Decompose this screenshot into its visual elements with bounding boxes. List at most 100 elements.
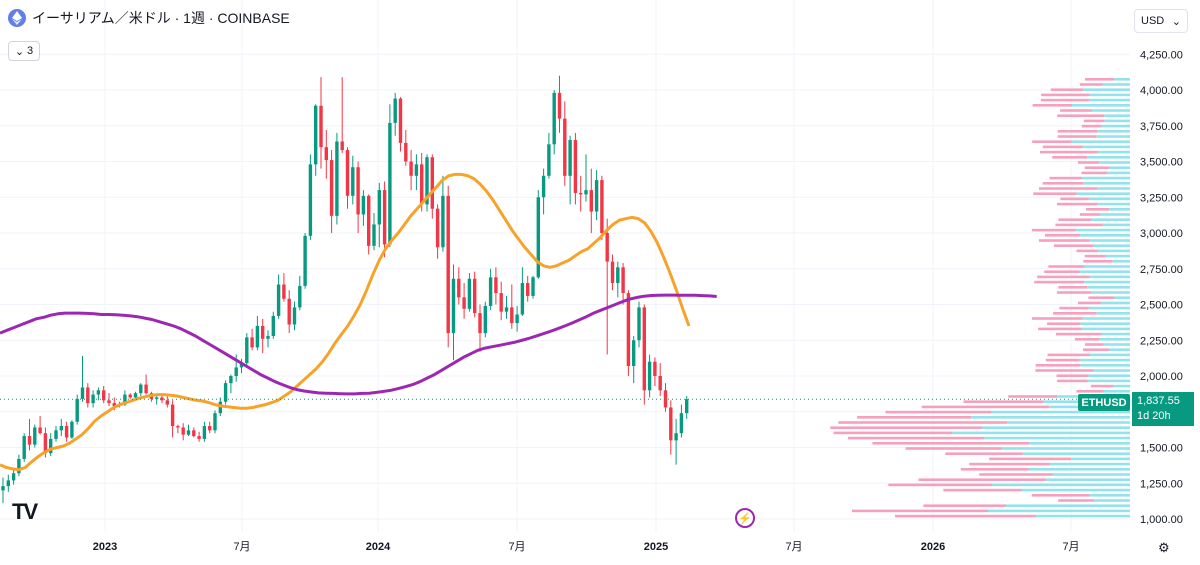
volume-profile-buy-bar xyxy=(1104,119,1130,123)
volume-profile-sell-bar xyxy=(1035,364,1081,367)
currency-selector[interactable]: USD ⌄ xyxy=(1134,9,1188,33)
candle-body xyxy=(329,160,334,216)
x-axis[interactable]: 2023 7月 2024 7月 2025 7月 2026 7月 xyxy=(93,541,1080,553)
y-axis[interactable]: 4,250.00 4,000.00 3,750.00 3,500.00 3,250.00… xyxy=(1140,49,1183,526)
volume-profile-sell-bar xyxy=(894,514,1036,518)
volume-profile-sell-bar xyxy=(1057,114,1105,117)
candle-body xyxy=(319,105,323,148)
last-price-value: 1,837.55 xyxy=(1137,395,1180,407)
volume-profile-sell-bar xyxy=(1044,270,1080,273)
volume-profile-buy-bar xyxy=(971,416,1130,419)
candle-body xyxy=(531,277,535,296)
candle-body xyxy=(303,235,307,286)
volume-profile-buy-bar xyxy=(1084,280,1130,284)
y-tick-label: 1,500.00 xyxy=(1140,443,1183,455)
chevron-down-icon: ⌄ xyxy=(1171,15,1181,28)
candle-body xyxy=(478,313,482,334)
volume-profile-buy-bar xyxy=(1021,488,1130,492)
volume-profile-buy-bar xyxy=(1007,421,1130,424)
settings-gear-icon[interactable]: ⚙ xyxy=(1158,540,1170,555)
candle-body xyxy=(102,390,106,401)
candle-body xyxy=(610,261,615,284)
volume-profile-sell-bar xyxy=(1045,358,1080,362)
candle-body xyxy=(160,397,164,401)
last-price-tag: 1,837.55 1d 20h xyxy=(1132,392,1194,426)
candle-body xyxy=(176,426,180,428)
candle-body xyxy=(563,118,567,176)
volume-profile-sell-bar xyxy=(1038,327,1082,331)
candle-body xyxy=(568,140,572,176)
volume-profile-buy-bar xyxy=(1089,239,1130,242)
volume-profile-sell-bar xyxy=(1081,171,1108,175)
x-tick-label: 2026 xyxy=(921,541,945,553)
volume-profile-sell-bar xyxy=(1059,306,1089,310)
volume-profile-sell-bar xyxy=(963,400,1044,403)
y-tick-label: 3,500.00 xyxy=(1140,157,1183,169)
chart-title: イーサリアム／米ドル · 1週 · COINBASE xyxy=(32,10,290,26)
volume-profile-sell-bar xyxy=(1042,182,1084,185)
candle-body xyxy=(165,400,169,405)
candle-body xyxy=(626,293,631,366)
candle-body xyxy=(536,197,540,278)
volume-profile-buy-bar xyxy=(1109,166,1130,169)
candle-body xyxy=(499,293,503,312)
candle-body xyxy=(192,430,196,437)
volume-profile-buy-bar xyxy=(1079,234,1130,237)
candle-body xyxy=(526,283,530,296)
candle-body xyxy=(170,404,175,427)
candle-body xyxy=(579,192,583,195)
candle-body xyxy=(17,458,21,474)
volume-profile-buy-bar xyxy=(987,509,1130,513)
volume-profile-buy-bar xyxy=(1071,457,1130,461)
volume-profile-buy-bar xyxy=(1082,145,1130,149)
candle-body xyxy=(616,267,620,284)
tradingview-logo[interactable]: TV xyxy=(12,499,38,524)
candle-body xyxy=(446,195,450,334)
candle-body xyxy=(520,283,525,315)
moving-average-line xyxy=(0,293,717,396)
volume-profile-sell-bar xyxy=(1033,192,1077,195)
candle-body xyxy=(139,384,143,394)
lightning-icon[interactable]: ⚡ xyxy=(735,508,755,528)
volume-profile-buy-bar xyxy=(1107,171,1130,175)
volume-profile-sell-bar xyxy=(1034,280,1085,284)
volume-profile-sell-bar xyxy=(1057,130,1098,133)
candle-body xyxy=(96,390,101,395)
volume-profile-sell-bar xyxy=(1031,228,1076,232)
volume-profile-buy-bar xyxy=(952,431,1130,435)
candle-body xyxy=(420,164,424,205)
candle-body xyxy=(541,175,546,198)
candle-body xyxy=(510,307,514,324)
volume-profile-buy-bar xyxy=(1104,114,1130,117)
indicators-toggle-button[interactable]: ⌄ 3 xyxy=(8,41,40,61)
volume-profile-buy-bar xyxy=(1046,478,1130,481)
volume-profile-buy-bar xyxy=(1082,176,1130,180)
volume-profile-sell-bar xyxy=(960,468,1029,471)
candle-body xyxy=(685,399,689,414)
volume-profile-sell-bar xyxy=(1038,239,1090,242)
volume-profile-buy-bar xyxy=(1028,468,1130,471)
candle-body xyxy=(282,284,286,299)
volume-profile-sell-bar xyxy=(1031,494,1090,497)
volume-profile-sell-bar xyxy=(1047,322,1081,325)
y-tick-label: 2,500.00 xyxy=(1140,300,1183,312)
volume-profile-buy-bar xyxy=(1089,275,1130,279)
volume-profile-sell-bar xyxy=(1050,88,1083,91)
symbol-tag: ETHUSD xyxy=(1078,394,1130,411)
volume-profile-sell-bar xyxy=(1032,140,1072,143)
candle-body xyxy=(70,421,74,438)
volume-profile-buy-bar xyxy=(1087,156,1130,159)
candle-body xyxy=(674,433,678,441)
candle-body xyxy=(298,285,302,308)
candle-body xyxy=(255,325,260,348)
volume-profile-sell-bar xyxy=(1038,187,1097,190)
volume-profile-sell-bar xyxy=(851,509,988,513)
volume-profile-sell-bar xyxy=(1057,379,1088,383)
candle-body xyxy=(64,426,69,438)
y-tick-label: 2,750.00 xyxy=(1140,264,1183,276)
volume-profile-buy-bar xyxy=(1002,447,1130,450)
candle-body xyxy=(388,122,392,245)
y-tick-label: 2,000.00 xyxy=(1140,371,1183,383)
